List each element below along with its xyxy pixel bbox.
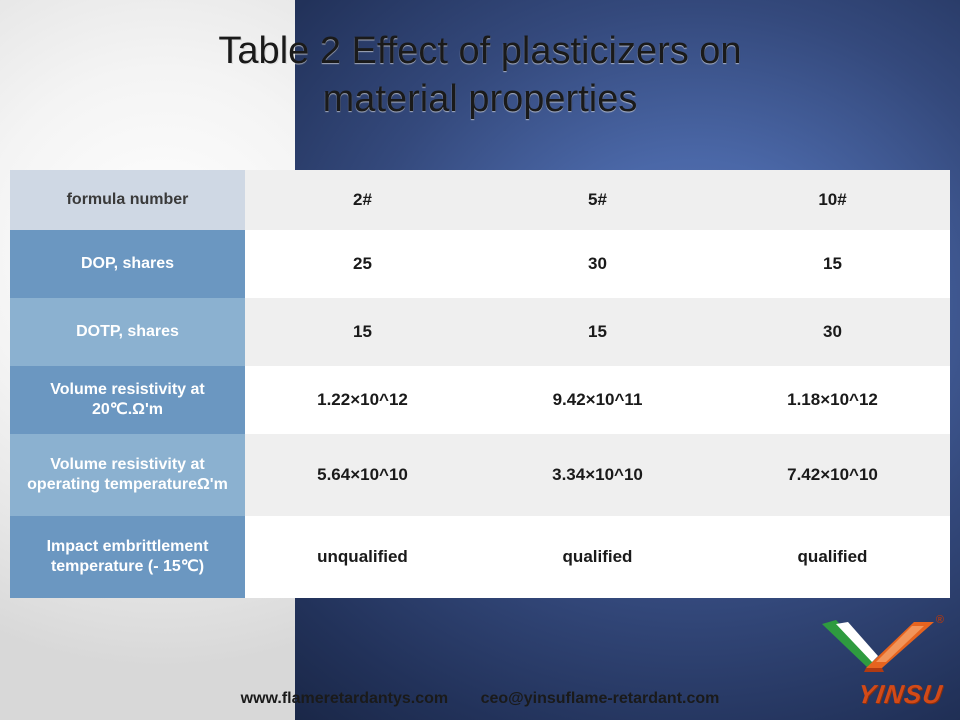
row-label: Impact embrittlement temperature (- 15℃) — [10, 516, 245, 598]
table-row: Impact embrittlement temperature (- 15℃)… — [10, 516, 950, 598]
table-cell: qualified — [480, 516, 715, 598]
table-cell: 7.42×10^10 — [715, 434, 950, 516]
table-cell: 30 — [480, 230, 715, 298]
registered-icon: ® — [936, 614, 944, 626]
table-cell: 30 — [715, 298, 950, 366]
title-line-2: material properties — [323, 78, 638, 120]
logo-v-icon — [816, 614, 936, 674]
table-cell: 2# — [245, 170, 480, 230]
table-cell: 9.42×10^11 — [480, 366, 715, 434]
table-cell: 5# — [480, 170, 715, 230]
table-row: DOTP, shares151530 — [10, 298, 950, 366]
title-line-1: Table 2 Effect of plasticizers on — [218, 30, 741, 72]
table-row: Volume resistivity at 20℃.Ω'm1.22×10^129… — [10, 366, 950, 434]
table-cell: 15 — [480, 298, 715, 366]
footer-url: www.flameretardantys.com — [241, 690, 448, 707]
row-label: DOP, shares — [10, 230, 245, 298]
row-label: DOTP, shares — [10, 298, 245, 366]
table-cell: unqualified — [245, 516, 480, 598]
logo-text: YINSU — [855, 679, 944, 710]
row-label: formula number — [10, 170, 245, 230]
plasticizer-table: formula number2#5#10#DOP, shares253015DO… — [10, 170, 950, 598]
brand-logo: ® YINSU — [802, 614, 942, 710]
footer-email: ceo@yinsuflame-retardant.com — [481, 690, 720, 707]
row-label: Volume resistivity at operating temperat… — [10, 434, 245, 516]
table-row: formula number2#5#10# — [10, 170, 950, 230]
table-cell: 25 — [245, 230, 480, 298]
table-cell: qualified — [715, 516, 950, 598]
row-label: Volume resistivity at 20℃.Ω'm — [10, 366, 245, 434]
data-table-container: formula number2#5#10#DOP, shares253015DO… — [10, 170, 950, 598]
table-cell: 1.22×10^12 — [245, 366, 480, 434]
table-cell: 5.64×10^10 — [245, 434, 480, 516]
table-cell: 10# — [715, 170, 950, 230]
table-row: Volume resistivity at operating temperat… — [10, 434, 950, 516]
table-cell: 1.18×10^12 — [715, 366, 950, 434]
table-row: DOP, shares253015 — [10, 230, 950, 298]
table-cell: 15 — [245, 298, 480, 366]
table-cell: 3.34×10^10 — [480, 434, 715, 516]
slide-title: Table 2 Effect of plasticizers on materi… — [0, 28, 960, 123]
table-cell: 15 — [715, 230, 950, 298]
